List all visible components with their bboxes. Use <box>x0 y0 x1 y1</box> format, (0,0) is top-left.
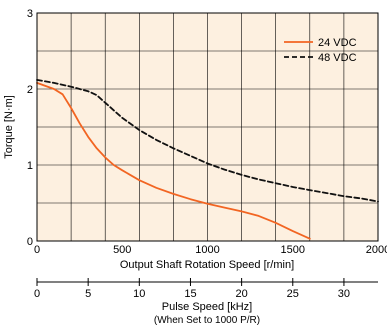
secondary-axis-label: Pulse Speed [kHz] <box>162 301 253 313</box>
x-tick-label: 0 <box>34 244 40 256</box>
y-tick-labels: 0 1 2 3 <box>27 8 33 248</box>
y-tick-label: 0 <box>27 236 33 248</box>
secondary-tick-label: 10 <box>133 288 145 300</box>
secondary-tick-label: 5 <box>85 288 91 300</box>
secondary-tick-label: 0 <box>34 288 40 300</box>
secondary-tick-label: 25 <box>287 288 299 300</box>
secondary-tick-label: 30 <box>338 288 350 300</box>
x-tick-label: 2000 <box>366 244 387 256</box>
series-layer <box>36 79 379 240</box>
secondary-axis-note: (When Set to 1000 P/R) <box>154 315 260 326</box>
plot-frame <box>36 12 379 242</box>
x-axis-label: Output Shaft Rotation Speed [r/min] <box>120 259 294 271</box>
x-tick-labels: 0 500 1000 1500 2000 <box>34 244 387 256</box>
legend: 24 VDC 48 VDC <box>284 37 357 64</box>
legend-label-48vdc: 48 VDC <box>318 52 357 64</box>
secondary-axis-ticks: 0 5 10 15 20 25 30 <box>34 278 350 300</box>
y-tick-label: 1 <box>27 160 33 172</box>
x-tick-label: 1500 <box>281 244 305 256</box>
series-line-48vdc <box>36 79 379 203</box>
series-line-24vdc <box>36 82 311 240</box>
y-tick-label: 2 <box>27 84 33 96</box>
legend-label-24vdc: 24 VDC <box>318 37 357 49</box>
x-tick-label: 1000 <box>195 244 219 256</box>
y-axis-label: Torque [N·m] <box>3 95 15 159</box>
x-tick-label: 500 <box>113 244 131 256</box>
secondary-tick-label: 15 <box>184 288 196 300</box>
secondary-tick-label: 20 <box>235 288 247 300</box>
y-tick-label: 3 <box>27 8 33 20</box>
